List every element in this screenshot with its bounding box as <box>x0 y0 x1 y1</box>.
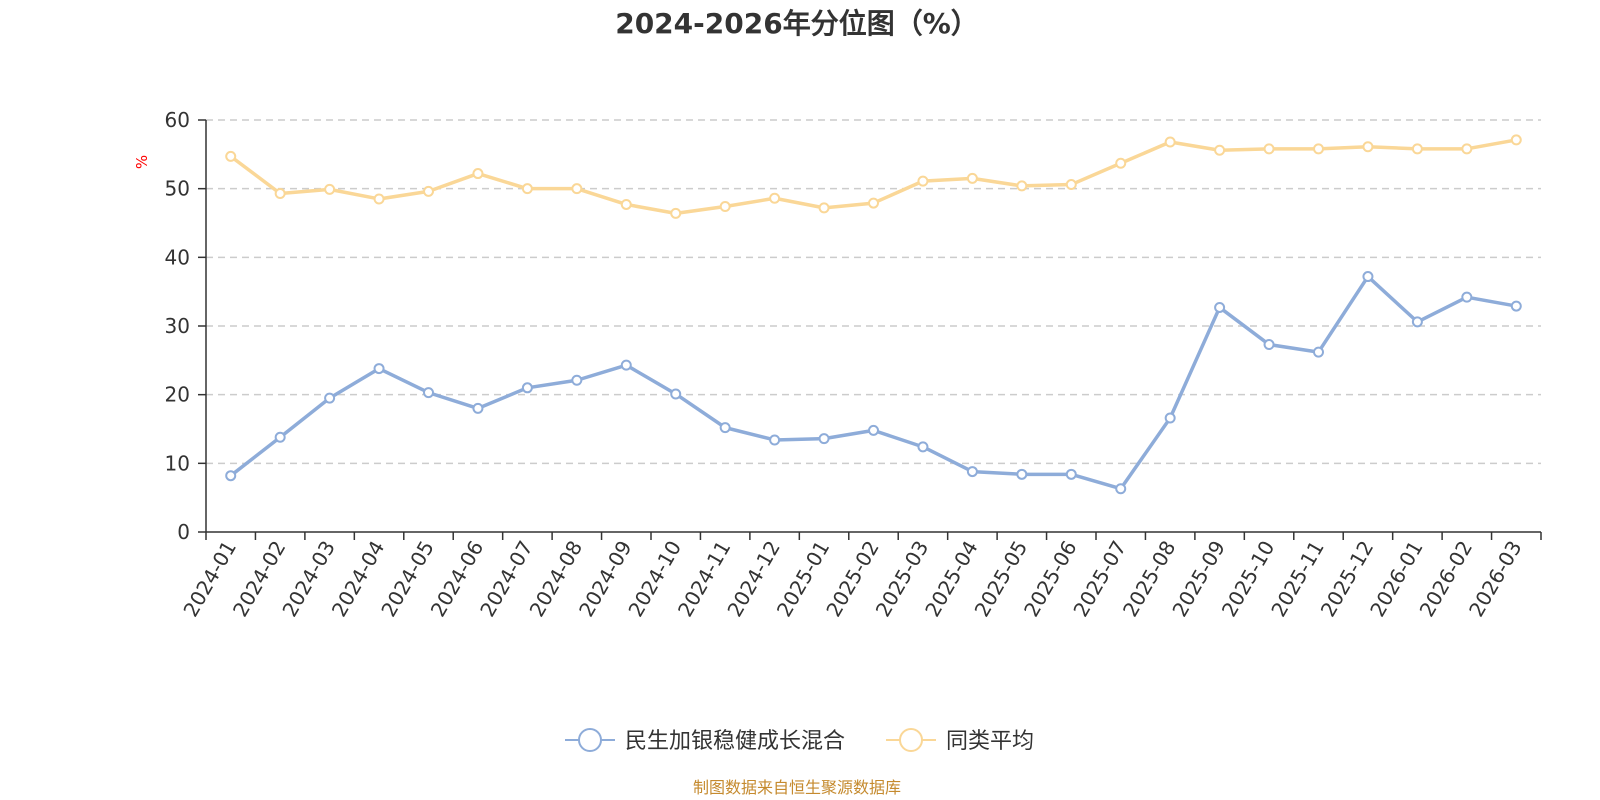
data-point[interactable] <box>1016 468 1028 480</box>
y-axis-unit: % <box>133 155 151 169</box>
data-point[interactable] <box>1065 468 1077 480</box>
y-tick-label: 60 <box>165 108 190 132</box>
data-point[interactable] <box>1164 136 1176 148</box>
data-point[interactable] <box>620 198 632 210</box>
data-point[interactable] <box>1411 316 1423 328</box>
data-point[interactable] <box>1065 179 1077 191</box>
data-point[interactable] <box>1510 300 1522 312</box>
data-point[interactable] <box>423 387 434 399</box>
data-point[interactable] <box>324 183 336 195</box>
data-point[interactable] <box>1461 291 1473 303</box>
data-point[interactable] <box>1263 339 1275 351</box>
data-point[interactable] <box>1313 143 1324 155</box>
data-point[interactable] <box>1461 143 1473 155</box>
data-point[interactable] <box>472 402 484 414</box>
data-point[interactable] <box>868 197 879 209</box>
data-point[interactable] <box>1313 346 1324 358</box>
data-point[interactable] <box>868 424 879 436</box>
data-point[interactable] <box>719 422 731 434</box>
data-point[interactable] <box>373 193 385 205</box>
series-layer <box>225 134 1522 495</box>
data-point[interactable] <box>1115 157 1127 169</box>
legend-item-1[interactable]: 同类平均 <box>886 728 1034 754</box>
y-tick-label: 10 <box>165 451 190 475</box>
data-point[interactable] <box>225 150 237 162</box>
legend-marker-icon <box>578 728 602 752</box>
legend[interactable]: 民生加银稳健成长混合 同类平均 <box>565 728 1034 754</box>
chart-title: 2024-2026年分位图（%） <box>615 7 979 40</box>
data-point[interactable] <box>1164 412 1176 424</box>
data-point[interactable] <box>670 388 682 400</box>
data-point[interactable] <box>1510 134 1522 146</box>
data-point[interactable] <box>620 359 632 371</box>
data-point[interactable] <box>324 392 336 404</box>
data-point[interactable] <box>571 183 583 195</box>
legend-item-0[interactable]: 民生加银稳健成长混合 <box>565 728 845 754</box>
data-point[interactable] <box>1362 271 1374 283</box>
data-point[interactable] <box>1115 483 1127 495</box>
data-point[interactable] <box>274 431 286 443</box>
y-tick-label: 50 <box>165 177 190 201</box>
data-point[interactable] <box>571 374 583 386</box>
data-point[interactable] <box>521 382 533 394</box>
data-point[interactable] <box>472 168 484 180</box>
data-point[interactable] <box>1411 143 1423 155</box>
y-tick-label: 30 <box>165 314 190 338</box>
y-tick-label: 0 <box>177 520 190 544</box>
data-point[interactable] <box>818 433 830 445</box>
y-tick-label: 40 <box>165 245 190 269</box>
data-point[interactable] <box>1263 143 1275 155</box>
data-point[interactable] <box>1016 180 1028 192</box>
data-point[interactable] <box>670 207 682 219</box>
data-source-note: 制图数据来自恒生聚源数据库 <box>693 778 901 797</box>
data-point[interactable] <box>769 192 781 204</box>
data-point[interactable] <box>719 201 731 213</box>
grid-lines <box>206 119 1541 465</box>
data-point[interactable] <box>225 470 237 482</box>
legend-marker-icon <box>899 728 923 752</box>
series-0 <box>225 271 1522 495</box>
data-point[interactable] <box>818 202 830 214</box>
data-point[interactable] <box>966 466 978 478</box>
data-point[interactable] <box>373 363 385 375</box>
legend-label: 民生加银稳健成长混合 <box>625 729 845 754</box>
axes: 01020304050602024-012024-022024-032024-0… <box>165 108 1542 621</box>
data-point[interactable] <box>917 175 929 187</box>
data-point[interactable] <box>769 434 781 446</box>
data-point[interactable] <box>917 441 929 453</box>
y-tick-label: 20 <box>165 383 190 407</box>
data-point[interactable] <box>1214 301 1226 313</box>
data-point[interactable] <box>423 185 434 197</box>
legend-label: 同类平均 <box>946 729 1034 754</box>
data-point[interactable] <box>521 183 533 195</box>
data-point[interactable] <box>1362 141 1374 153</box>
series-1 <box>225 134 1522 219</box>
data-point[interactable] <box>1214 144 1226 156</box>
data-point[interactable] <box>966 172 978 184</box>
data-point[interactable] <box>274 187 286 199</box>
series-line <box>229 274 1517 491</box>
